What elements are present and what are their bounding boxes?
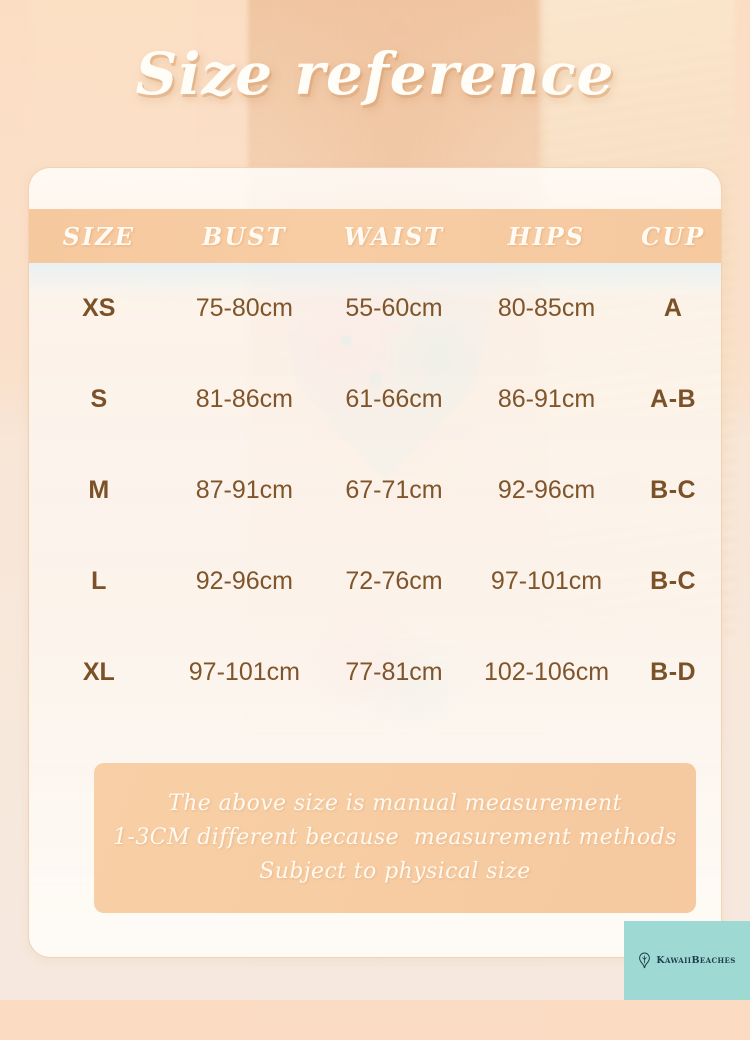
cell-size: L [91,567,107,595]
cell-size: M [88,476,110,504]
column-header-bust: BUST [202,221,287,251]
table-row: L 92-96cm 72-76cm 97-101cm B-C [29,536,721,627]
brand-lockup: KawaiiBeaches [638,952,735,969]
disclaimer-line-2: 1-3CM different because measurement meth… [113,824,677,850]
cell-hips: 102-106cm [483,658,610,686]
cell-cup: A-B [650,385,697,413]
cell-cup: A [663,294,683,322]
disclaimer-line-3: Subject to physical size [259,859,531,885]
column-header-size: SIZE [62,221,135,251]
cell-waist: 55-60cm [345,294,443,322]
cell-waist: 72-76cm [345,567,443,595]
cell-cup: B-C [650,567,697,595]
table-row: XL 97-101cm 77-81cm 102-106cm B-D [29,627,721,718]
cell-size: XS [82,294,116,322]
shell-icon [639,952,651,969]
disclaimer-line-1: The above size is manual measurement [168,790,622,816]
table-row: M 87-91cm 67-71cm 92-96cm B-C [29,445,721,536]
column-header-hips: HIPS [507,221,586,251]
table-body: XS 75-80cm 55-60cm 80-85cm A S 81-86cm 6… [29,263,721,718]
cell-bust: 75-80cm [195,294,293,322]
cell-cup: B-D [650,658,697,686]
column-header-cup: CUP [641,221,706,251]
cell-hips: 80-85cm [497,294,596,322]
cell-hips: 97-101cm [490,567,603,595]
cell-size: S [90,385,108,413]
table-row: S 81-86cm 61-66cm 86-91cm A-B [29,354,721,445]
table-row: XS 75-80cm 55-60cm 80-85cm A [29,263,721,354]
cell-waist: 67-71cm [345,476,443,504]
cell-bust: 87-91cm [195,476,293,504]
column-header-waist: WAIST [343,221,445,251]
measurement-disclaimer: The above size is manual measurement 1-3… [94,763,696,913]
table-header-row: SIZE BUST WAIST HIPS CUP [29,209,721,263]
size-chart-card: SIZE BUST WAIST HIPS CUP XS 75-80cm 55-6… [28,167,722,958]
cell-cup: B-C [650,476,697,504]
cell-hips: 86-91cm [497,385,596,413]
cell-waist: 77-81cm [345,658,443,686]
page-title: Size reference [135,40,615,108]
brand-watermark: KawaiiBeaches [624,921,750,1000]
cell-bust: 92-96cm [195,567,293,595]
cell-bust: 81-86cm [195,385,293,413]
cell-size: XL [82,658,115,686]
cell-hips: 92-96cm [497,476,596,504]
cell-bust: 97-101cm [188,658,300,686]
brand-name: KawaiiBeaches [656,955,736,966]
cell-waist: 61-66cm [345,385,443,413]
